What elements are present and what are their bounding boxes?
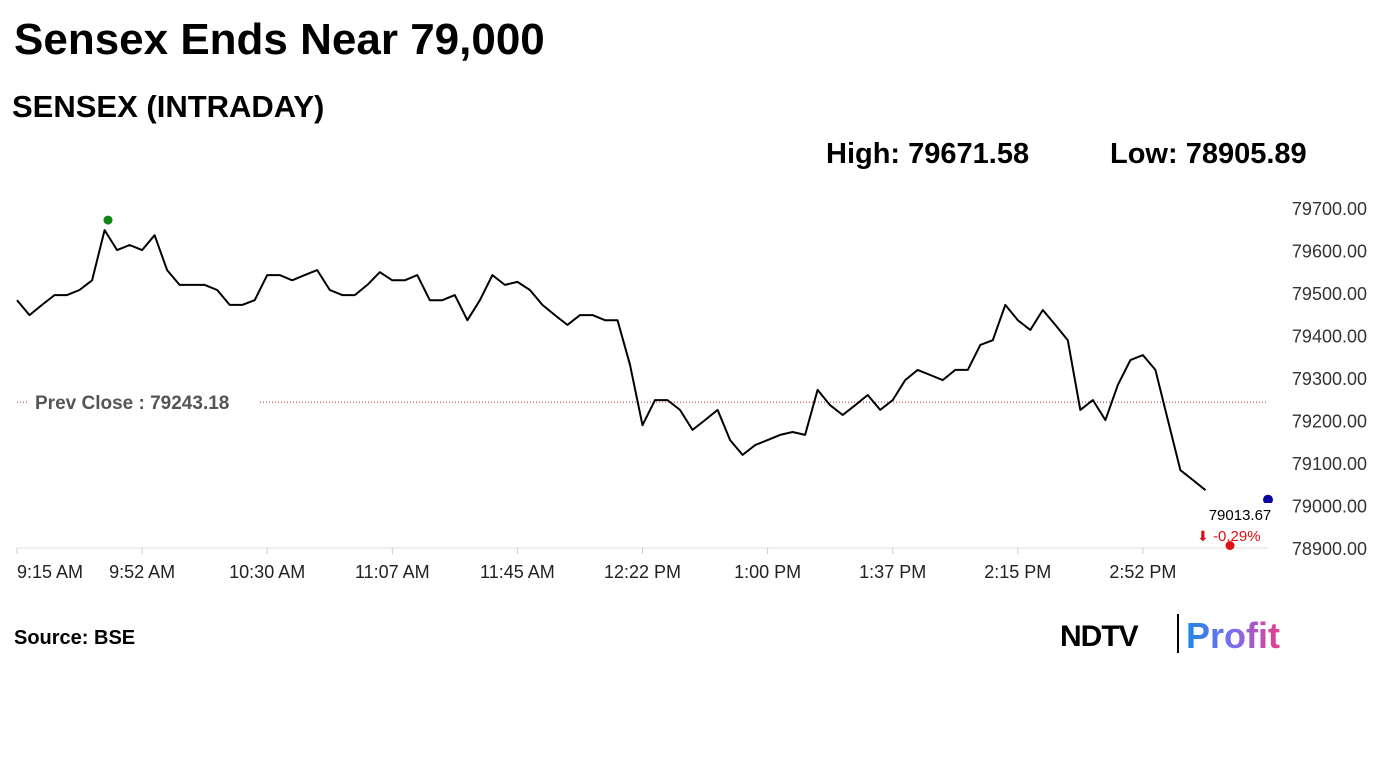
high-value: 79671.58: [908, 138, 1029, 170]
y-tick-label: 79400.00: [1292, 327, 1367, 347]
y-tick-label: 79500.00: [1292, 284, 1367, 304]
last-price: 79013.67: [1209, 507, 1272, 524]
x-tick-label: 11:07 AM: [355, 562, 430, 582]
prev-close-text: Prev Close : 79243.18: [35, 393, 229, 414]
high-dot: [103, 215, 113, 225]
prev-close-label: Prev Close :: [35, 393, 145, 414]
y-tick-label: 78900.00: [1292, 539, 1367, 559]
change-label: -0.29%: [1213, 528, 1261, 545]
y-tick-label: 79300.00: [1292, 369, 1367, 389]
price-line: [17, 230, 1268, 500]
logo-ndtv: NDTV: [1060, 620, 1139, 653]
high-text: High: 79671.58: [826, 138, 1029, 170]
y-tick-label: 79700.00: [1292, 199, 1367, 219]
low-text: Low: 78905.89: [1110, 138, 1307, 170]
down-arrow: ⬇: [1197, 528, 1209, 544]
low-label: Low:: [1110, 138, 1178, 170]
prev-close-value: 79243.18: [150, 393, 229, 414]
logo-profit: Profit: [1186, 615, 1280, 656]
low-dot: [1225, 540, 1235, 550]
x-tick-label: 1:00 PM: [734, 562, 801, 582]
y-tick-label: 79200.00: [1292, 412, 1367, 432]
x-tick-label: 2:15 PM: [984, 562, 1051, 582]
prev-close-bg: [28, 390, 260, 415]
last-bg: [1198, 503, 1278, 523]
x-tick-label: 2:52 PM: [1109, 562, 1176, 582]
low-value: 78905.89: [1186, 138, 1307, 170]
chart-subtitle: SENSEX (INTRADAY): [12, 89, 324, 124]
x-tick-label: 1:37 PM: [859, 562, 926, 582]
close-dot: [1263, 494, 1273, 505]
source: Source: BSE: [14, 627, 135, 649]
x-tick-label: 10:30 AM: [229, 562, 305, 582]
chart-title: Sensex Ends Near 79,000: [14, 15, 545, 64]
x-tick-label: 9:52 AM: [109, 562, 175, 582]
x-tick-label: 11:45 AM: [480, 562, 555, 582]
y-tick-label: 79000.00: [1292, 497, 1367, 517]
y-tick-label: 79100.00: [1292, 454, 1367, 474]
high-label: High:: [826, 138, 900, 170]
x-tick-label: 9:15 AM: [17, 562, 83, 582]
y-tick-label: 79600.00: [1292, 242, 1367, 262]
x-tick-label: 12:22 PM: [604, 562, 681, 582]
